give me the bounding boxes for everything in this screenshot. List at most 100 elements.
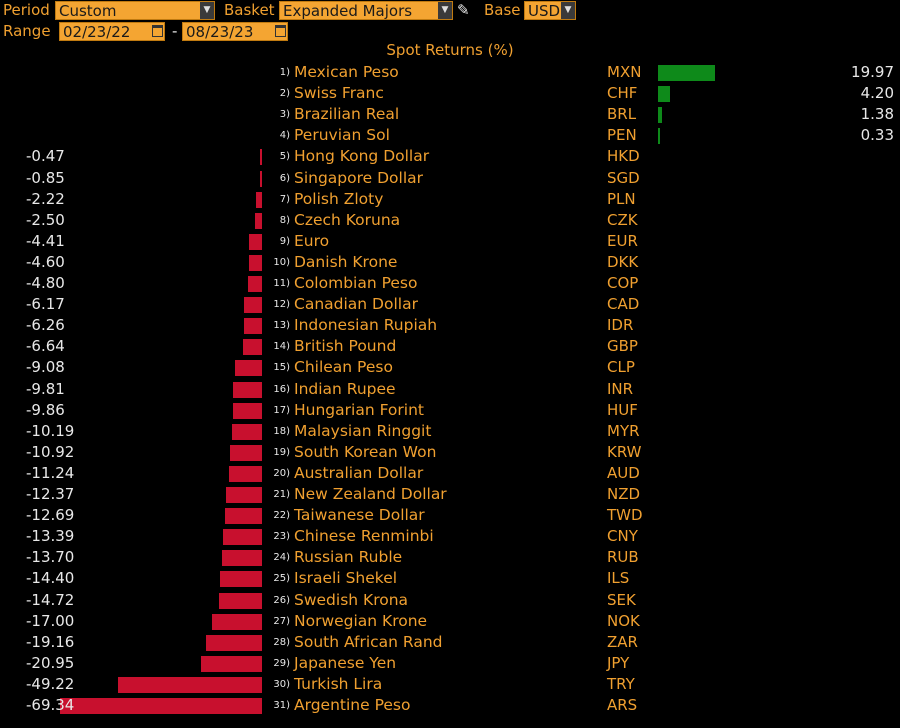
chart-row[interactable]: 23) Chinese Renminbi CNY -13.39	[0, 526, 900, 547]
currency-code: AUD	[607, 463, 640, 482]
chart-row[interactable]: 24) Russian Ruble RUB -13.70	[0, 547, 900, 568]
currency-name[interactable]: British Pound	[294, 337, 397, 356]
chart-row[interactable]: 11) Colombian Peso COP -4.80	[0, 273, 900, 294]
negative-value-label: -13.39	[26, 527, 75, 546]
currency-name[interactable]: Norwegian Krone	[294, 611, 428, 630]
currency-name[interactable]: Peruvian Sol	[294, 126, 390, 145]
range-end-input[interactable]: 08/23/23	[182, 22, 288, 41]
currency-code: EUR	[607, 231, 638, 250]
currency-name[interactable]: Singapore Dollar	[294, 168, 424, 187]
currency-name[interactable]: Hong Kong Dollar	[294, 147, 430, 166]
currency-name[interactable]: Mexican Peso	[294, 63, 399, 81]
currency-name[interactable]: New Zealand Dollar	[294, 485, 447, 503]
base-label: Base	[484, 1, 521, 19]
currency-name[interactable]: Colombian Peso	[294, 274, 418, 292]
row-rank: 10)	[273, 256, 290, 268]
chart-row[interactable]: 16) Indian Rupee INR -9.81	[0, 379, 900, 400]
chart-row[interactable]: 6) Singapore Dollar SGD -0.85	[0, 168, 900, 189]
currency-name[interactable]: Russian Ruble	[294, 548, 403, 567]
chart-row[interactable]: 26) Swedish Krona SEK -14.72	[0, 590, 900, 611]
currency-name[interactable]: Polish Zloty	[294, 189, 384, 208]
chart-row[interactable]: 31) Argentine Peso ARS -69.34	[0, 695, 900, 716]
calendar-icon[interactable]	[152, 25, 163, 37]
row-rank: 14)	[273, 341, 290, 353]
row-rank: 26)	[273, 594, 290, 606]
chart-row[interactable]: 7) Polish Zloty PLN -2.22	[0, 189, 900, 210]
negative-value-label: -0.47	[26, 147, 65, 166]
chart-row[interactable]: 22) Taiwanese Dollar TWD -12.69	[0, 505, 900, 526]
chart-row[interactable]: 28) South African Rand ZAR -19.16	[0, 632, 900, 653]
chart-row[interactable]: 17) Hungarian Forint HUF -9.86	[0, 400, 900, 421]
chart-row[interactable]: 9) Euro EUR -4.41	[0, 231, 900, 252]
negative-bar	[255, 191, 262, 208]
chart-row[interactable]: 15) Chilean Peso CLP -9.08	[0, 357, 900, 378]
chart-row[interactable]: 27) Norwegian Krone NOK -17.00	[0, 611, 900, 632]
negative-bar	[233, 402, 262, 419]
currency-name[interactable]: Brazilian Real	[294, 105, 400, 124]
chart-row[interactable]: 12) Canadian Dollar CAD -6.17	[0, 294, 900, 315]
currency-code: CLP	[607, 358, 635, 377]
currency-name[interactable]: Argentine Peso	[294, 696, 411, 714]
base-dropdown[interactable]: USD ▼	[524, 1, 576, 20]
currency-name[interactable]: South Korean Won	[294, 442, 437, 461]
currency-code: COP	[607, 274, 639, 292]
basket-dropdown[interactable]: Expanded Majors ▼	[279, 1, 453, 20]
row-rank: 20)	[273, 467, 290, 479]
currency-code: MYR	[607, 421, 640, 440]
currency-name[interactable]: South African Rand	[294, 632, 443, 651]
currency-name[interactable]: Euro	[294, 231, 330, 250]
negative-value-label: -0.85	[26, 168, 65, 187]
chart-row[interactable]: 8) Czech Koruna CZK -2.50	[0, 210, 900, 231]
chart-row[interactable]: 19) South Korean Won KRW -10.92	[0, 442, 900, 463]
currency-name[interactable]: Hungarian Forint	[294, 400, 424, 419]
chart-row[interactable]: 18) Malaysian Ringgit MYR -10.19	[0, 421, 900, 442]
currency-name[interactable]: Japanese Yen	[294, 653, 397, 672]
chart-row[interactable]: 10) Danish Krone DKK -4.60	[0, 252, 900, 273]
row-rank: 22)	[273, 510, 290, 522]
row-rank: 7)	[279, 193, 290, 205]
currency-name[interactable]: Chinese Renminbi	[294, 527, 434, 546]
chart-row[interactable]: 20) Australian Dollar AUD -11.24	[0, 463, 900, 484]
chart-row[interactable]: 30) Turkish Lira TRY -49.22	[0, 674, 900, 695]
currency-name[interactable]: Canadian Dollar	[294, 295, 418, 314]
currency-name[interactable]: Swiss Franc	[294, 84, 384, 103]
currency-name[interactable]: Chilean Peso	[294, 358, 393, 377]
chevron-down-icon: ▼	[561, 2, 575, 19]
range-label: Range	[3, 22, 51, 40]
currency-code: CZK	[607, 210, 638, 229]
chart-row[interactable]: 14) British Pound GBP -6.64	[0, 336, 900, 357]
chart-row[interactable]: 29) Japanese Yen JPY -20.95	[0, 653, 900, 674]
chart-row[interactable]: 21) New Zealand Dollar NZD -12.37	[0, 484, 900, 505]
negative-bar	[248, 254, 262, 271]
row-rank: 19)	[273, 446, 290, 458]
currency-name[interactable]: Turkish Lira	[294, 674, 383, 693]
negative-bar	[259, 170, 262, 187]
row-rank: 6)	[279, 172, 290, 184]
currency-name[interactable]: Taiwanese Dollar	[294, 506, 425, 525]
negative-bar	[200, 655, 262, 672]
chart-row[interactable]: 4) Peruvian Sol PEN 0.33	[0, 125, 900, 146]
chart-row[interactable]: 25) Israeli Shekel ILS -14.40	[0, 568, 900, 589]
currency-name[interactable]: Czech Koruna	[294, 210, 401, 229]
currency-name[interactable]: Australian Dollar	[294, 463, 424, 482]
currency-name[interactable]: Indian Rupee	[294, 379, 396, 398]
negative-bar	[249, 233, 262, 250]
currency-name[interactable]: Swedish Krona	[294, 590, 409, 609]
currency-code: DKK	[607, 252, 639, 271]
chart-row[interactable]: 13) Indonesian Rupiah IDR -6.26	[0, 315, 900, 336]
period-dropdown[interactable]: Custom ▼	[55, 1, 215, 20]
positive-value-label: 1.38	[860, 105, 894, 124]
chart-row[interactable]: 2) Swiss Franc CHF 4.20	[0, 83, 900, 104]
chart-row[interactable]: 5) Hong Kong Dollar HKD -0.47	[0, 146, 900, 167]
currency-name[interactable]: Indonesian Rupiah	[294, 316, 438, 335]
currency-name[interactable]: Israeli Shekel	[294, 569, 398, 588]
range-start-input[interactable]: 02/23/22	[59, 22, 165, 41]
pencil-icon[interactable]: ✎	[457, 1, 470, 19]
currency-name[interactable]: Danish Krone	[294, 252, 398, 271]
row-rank: 13)	[273, 320, 290, 332]
chart-row[interactable]: 1) Mexican Peso MXN 19.97	[0, 62, 900, 83]
chart-row[interactable]: 3) Brazilian Real BRL 1.38	[0, 104, 900, 125]
currency-name[interactable]: Malaysian Ringgit	[294, 421, 432, 440]
calendar-icon[interactable]	[275, 25, 286, 37]
row-rank: 25)	[273, 573, 290, 585]
